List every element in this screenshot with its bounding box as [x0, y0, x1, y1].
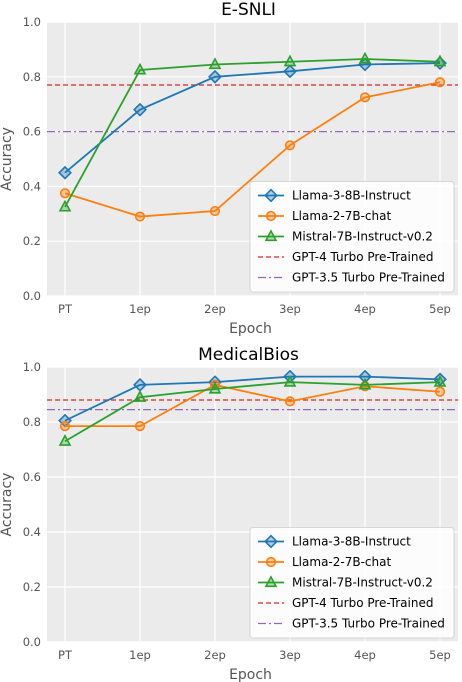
chart-title: MedicalBios — [198, 345, 299, 365]
series-line — [65, 383, 441, 428]
series-line — [64, 62, 441, 174]
y-tick-label: 0.2 — [23, 580, 41, 594]
y-tick-label: 0.4 — [23, 525, 41, 539]
series-line — [64, 381, 441, 443]
x-tick-label: 3ep — [279, 648, 301, 662]
x-tick-label: 4ep — [354, 302, 376, 316]
legend-marker — [265, 556, 277, 568]
chart-panel-2: 0.0 0.2 0.4 0.6 0.8 1.0 PT 1ep 2ep 3ep 4ep 5ep Medic… — [0, 345, 458, 682]
data-point — [359, 92, 371, 103]
y-tick-label: 0.6 — [23, 470, 41, 484]
data-point — [208, 381, 222, 394]
x-axis-label: Epoch — [229, 667, 272, 682]
data-point — [434, 386, 446, 397]
legend-label: Llama-3-8B-Instruct — [292, 189, 411, 203]
x-tick-label: 2ep — [204, 302, 226, 316]
x-tick-label: PT — [58, 302, 73, 316]
data-point — [133, 102, 147, 117]
legend-marker — [264, 534, 278, 549]
y-axis-label: Accuracy — [0, 127, 15, 191]
data-point — [284, 140, 296, 151]
x-tick-label: 1ep — [129, 302, 151, 316]
data-point — [208, 69, 222, 84]
y-tick-label: 0.2 — [23, 234, 41, 248]
legend-marker — [264, 188, 278, 203]
data-point — [283, 64, 297, 79]
y-tick-label: 0.8 — [23, 70, 41, 84]
x-tick-label: 4ep — [354, 648, 376, 662]
data-point — [433, 374, 447, 387]
series-line — [64, 81, 441, 218]
legend-label: GPT-4 Turbo Pre-Trained — [292, 596, 433, 610]
legend-marker — [264, 229, 278, 242]
legend: Llama-3-8B-Instruct Llama-2-7B-chat Mistra… — [249, 527, 455, 639]
data-point — [358, 377, 372, 390]
data-point — [283, 54, 297, 67]
data-point — [283, 374, 297, 387]
y-tick-label: 0.8 — [23, 415, 41, 429]
data-point — [58, 199, 72, 212]
series-line — [64, 375, 441, 422]
y-tick-label: 1.0 — [23, 360, 41, 374]
data-point — [284, 396, 296, 407]
legend-label: GPT-3.5 Turbo Pre-Trained — [292, 617, 445, 631]
legend-label: Llama-3-8B-Instruct — [292, 535, 411, 549]
data-point — [133, 62, 147, 75]
legend: Llama-3-8B-Instruct Llama-2-7B-chat Mistra… — [249, 181, 455, 293]
x-axis-label: Epoch — [229, 321, 272, 337]
data-point — [59, 188, 71, 199]
data-point — [58, 165, 72, 180]
data-point — [134, 211, 146, 222]
data-point — [358, 51, 372, 64]
series-line — [64, 58, 441, 208]
x-tick-label: 2ep — [204, 648, 226, 662]
chart-title: E-SNLI — [221, 0, 276, 20]
legend-marker — [265, 210, 277, 222]
data-point — [134, 421, 146, 432]
legend-label: GPT-4 Turbo Pre-Trained — [292, 250, 433, 264]
y-tick-label: 0.6 — [23, 125, 41, 139]
data-point — [59, 421, 71, 432]
legend-label: Mistral-7B-Instruct-v0.2 — [292, 576, 433, 590]
data-point — [434, 77, 446, 88]
legend-label: GPT-3.5 Turbo Pre-Trained — [292, 271, 445, 285]
data-point — [133, 390, 147, 402]
y-tick-label: 1.0 — [23, 15, 41, 29]
x-tick-label: 1ep — [129, 648, 151, 662]
data-point — [58, 434, 72, 446]
x-tick-label: 5ep — [429, 648, 451, 662]
legend-label: Llama-2-7B-chat — [292, 209, 391, 223]
chart-panel-1: 0.0 0.2 0.4 0.6 0.8 1.0 PT 1ep 2ep 3ep 4ep 5ep E-SNL… — [0, 0, 458, 337]
x-tick-label: 3ep — [279, 302, 301, 316]
data-point — [433, 54, 447, 67]
x-tick-label: 5ep — [429, 302, 451, 316]
y-axis-label: Accuracy — [0, 473, 15, 537]
data-point — [208, 57, 222, 70]
data-point — [209, 205, 221, 217]
x-tick-label: PT — [58, 648, 73, 662]
y-tick-label: 0.0 — [23, 289, 41, 303]
legend-box — [249, 527, 455, 639]
y-tick-label: 0.0 — [23, 635, 41, 649]
legend-label: Mistral-7B-Instruct-v0.2 — [292, 230, 433, 244]
y-tick-label: 0.4 — [23, 179, 41, 193]
legend-label: Llama-2-7B-chat — [292, 555, 391, 569]
legend-marker — [264, 575, 278, 588]
legend-box — [249, 181, 455, 293]
